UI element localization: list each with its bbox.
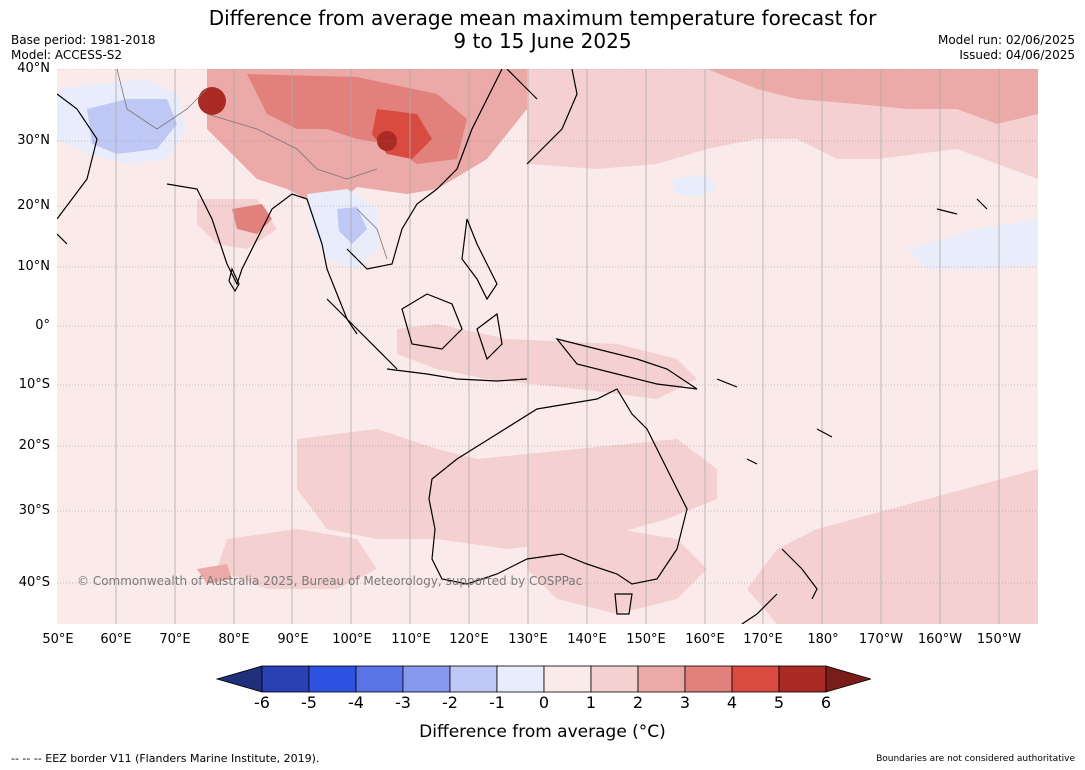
coast-sulawesi: [476, 312, 503, 361]
map-title-line1: Difference from average mean maximum tem…: [208, 6, 877, 30]
colorbar-svg: [215, 665, 873, 693]
lon-label-180: 180°: [807, 632, 839, 647]
colorbar-segment: [308, 665, 357, 693]
coast-korea-japan: [506, 69, 578, 165]
lat-label-10n: 10°N: [17, 259, 50, 274]
colorbar-tick-label: -3: [395, 693, 411, 712]
lat-label-10s: 10°S: [18, 377, 50, 392]
lon-label-80e: 80°E: [218, 632, 250, 647]
map-title-line2: 9 to 15 June 2025: [453, 29, 632, 53]
coast-arabia-india: [57, 93, 308, 286]
coast-borneo: [401, 293, 463, 350]
colorbar-segment: [684, 665, 733, 693]
colorbar-ticks: -6 -5 -4 -3 -2 -1 0 1 2 3 4 5 6: [0, 693, 1085, 717]
colorbar-segment: [778, 665, 827, 693]
boundaries-note: Boundaries are not considered authoritat…: [876, 754, 1075, 764]
lon-label-90e: 90°E: [277, 632, 309, 647]
borders: [116, 69, 388, 260]
lon-label-160e: 160°E: [685, 632, 725, 647]
issued-date: Issued: 04/06/2025: [959, 48, 1075, 62]
forecast-map: [57, 69, 1038, 624]
colorbar-label: Difference from average (°C): [419, 722, 666, 742]
lat-label-40s: 40°S: [18, 575, 50, 590]
lat-label-40n: 40°N: [17, 61, 50, 76]
coast-pacific-islands: [716, 198, 988, 465]
longitude-gridlines: [115, 69, 1000, 624]
anomaly-shading: [57, 69, 1038, 624]
colorbar-segment: [402, 665, 451, 693]
lon-label-170e: 170°E: [743, 632, 783, 647]
colorbar-tick-label: -4: [348, 693, 364, 712]
model-name: Model: ACCESS-S2: [11, 48, 123, 62]
lat-label-30n: 30°N: [17, 133, 50, 148]
lon-label-170w: 170°W: [858, 632, 904, 647]
colorbar-tick-label: -2: [442, 693, 458, 712]
colorbar-segment: [355, 665, 404, 693]
lon-label-130e: 130°E: [508, 632, 548, 647]
colorbar-tick-label: 0: [538, 693, 550, 712]
lon-label-160w: 160°W: [917, 632, 963, 647]
coast-philippines: [461, 218, 498, 301]
colorbar-segment: [261, 665, 310, 693]
colorbar-tick-label: 3: [679, 693, 691, 712]
colorbar-tick-label: 4: [726, 693, 738, 712]
coast-tasmania: [614, 593, 633, 615]
lon-label-70e: 70°E: [159, 632, 191, 647]
colorbar-segment: [449, 665, 498, 693]
coast-new-zealand: [741, 548, 818, 624]
lat-label-eq: 0°: [35, 318, 50, 333]
colorbar: [215, 664, 873, 698]
colorbar-tick-label: 6: [820, 693, 832, 712]
lon-label-100e: 100°E: [332, 632, 372, 647]
coast-new-guinea: [555, 337, 698, 390]
eez-note: -- -- -- EEZ border V11 (Flanders Marine…: [11, 752, 320, 765]
lon-label-150w: 150°W: [976, 632, 1022, 647]
colorbar-tick-label: -1: [489, 693, 505, 712]
lat-label-20s: 20°S: [18, 438, 50, 453]
colorbar-segment: [543, 665, 592, 693]
colorbar-extend-low: [215, 665, 263, 693]
colorbar-segment: [637, 665, 686, 693]
lat-label-20n: 20°N: [17, 198, 50, 213]
coast-australia: [428, 388, 688, 585]
base-period: Base period: 1981-2018: [11, 33, 156, 47]
lat-label-30s: 30°S: [18, 503, 50, 518]
colorbar-tick-label: 2: [632, 693, 644, 712]
lon-label-140e: 140°E: [567, 632, 607, 647]
colorbar-segment: [731, 665, 780, 693]
lon-label-110e: 110°E: [391, 632, 431, 647]
coastlines: [57, 69, 988, 624]
colorbar-segment: [590, 665, 639, 693]
lon-label-50e: 50°E: [42, 632, 74, 647]
coast-sri-lanka: [228, 267, 240, 293]
model-run: Model run: 02/06/2025: [937, 33, 1075, 47]
lon-label-120e: 120°E: [449, 632, 489, 647]
coast-sumatra-java: [326, 298, 528, 382]
colorbar-segment: [496, 665, 545, 693]
colorbar-tick-label: -6: [254, 693, 270, 712]
colorbar-extend-high: [825, 665, 873, 693]
map-canvas: [57, 69, 1038, 624]
colorbar-tick-label: -5: [301, 693, 317, 712]
lon-label-60e: 60°E: [100, 632, 132, 647]
lon-label-150e: 150°E: [626, 632, 666, 647]
copyright-notice: © Commonwealth of Australia 2025, Bureau…: [77, 574, 583, 588]
colorbar-tick-label: 1: [585, 693, 597, 712]
colorbar-tick-label: 5: [773, 693, 785, 712]
